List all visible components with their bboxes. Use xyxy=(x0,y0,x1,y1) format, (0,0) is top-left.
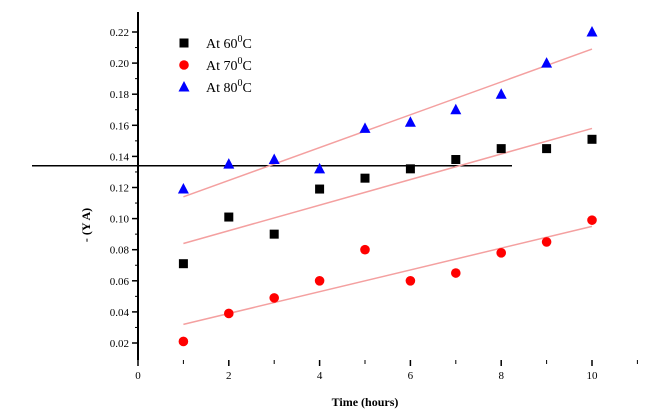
legend-label-1: At 600C xyxy=(206,34,252,52)
data-point-series-3 xyxy=(177,183,189,194)
legend-marker-2 xyxy=(179,60,189,70)
data-point-series-2 xyxy=(587,215,597,225)
data-point-series-1 xyxy=(269,229,279,239)
data-point-series-3 xyxy=(359,122,371,133)
data-point-series-3 xyxy=(586,26,598,37)
legend-label-2: At 700C xyxy=(206,56,252,74)
data-point-series-1 xyxy=(542,144,552,154)
data-point-series-1 xyxy=(587,134,597,144)
x-tick-label: 10 xyxy=(587,370,599,382)
x-tick-label: 2 xyxy=(226,370,232,382)
x-tick-label: 8 xyxy=(498,370,504,382)
data-point-series-2 xyxy=(405,276,416,286)
legend-marker-1 xyxy=(179,38,189,48)
x-tick-label: 6 xyxy=(408,370,414,382)
y-tick-label: 0.10 xyxy=(110,214,130,226)
data-point-series-2 xyxy=(224,308,234,319)
x-tick-label: 0 xyxy=(135,370,141,382)
data-point-series-3 xyxy=(268,153,280,165)
legend-marker-3 xyxy=(178,81,190,92)
data-point-series-1 xyxy=(315,184,325,194)
y-tick-label: 0.08 xyxy=(110,245,130,257)
y-tick-label: 0.18 xyxy=(110,89,130,101)
y-axis-title: - (Y A) xyxy=(79,208,93,242)
y-tick-label: 0.16 xyxy=(110,120,130,132)
data-point-series-2 xyxy=(360,244,370,255)
data-point-series-2 xyxy=(496,248,507,258)
data-point-series-1 xyxy=(405,164,415,174)
y-tick-label: 0.20 xyxy=(110,58,130,70)
fit-line-3 xyxy=(183,48,593,198)
data-point-series-1 xyxy=(360,173,370,183)
fit-line-1 xyxy=(183,127,593,245)
data-point-series-3 xyxy=(450,103,462,115)
x-tick-label: 4 xyxy=(317,370,323,382)
data-point-series-3 xyxy=(495,88,507,99)
data-point-series-2 xyxy=(541,237,552,247)
y-tick-label: 0.04 xyxy=(110,307,130,319)
data-point-series-2 xyxy=(314,276,325,286)
data-point-series-2 xyxy=(178,336,189,347)
legend-label-3: At 800C xyxy=(206,78,252,96)
y-tick-label: 0.14 xyxy=(110,151,130,163)
data-point-series-1 xyxy=(451,155,461,165)
data-point-series-3 xyxy=(541,57,553,68)
data-point-series-2 xyxy=(451,268,461,278)
fit-line-2 xyxy=(183,225,593,326)
y-tick-label: 0.12 xyxy=(110,183,129,195)
y-tick-label: 0.22 xyxy=(110,27,129,39)
y-tick-label: 0.02 xyxy=(110,338,129,350)
data-point-series-1 xyxy=(496,144,506,154)
data-point-series-3 xyxy=(404,116,416,127)
y-tick-label: 0.06 xyxy=(110,276,130,288)
data-point-series-2 xyxy=(269,293,280,303)
x-axis-title: Time (hours) xyxy=(332,395,399,409)
data-point-series-3 xyxy=(314,162,326,174)
data-point-series-3 xyxy=(223,158,235,169)
data-point-series-1 xyxy=(224,212,234,222)
data-point-series-1 xyxy=(178,259,188,269)
